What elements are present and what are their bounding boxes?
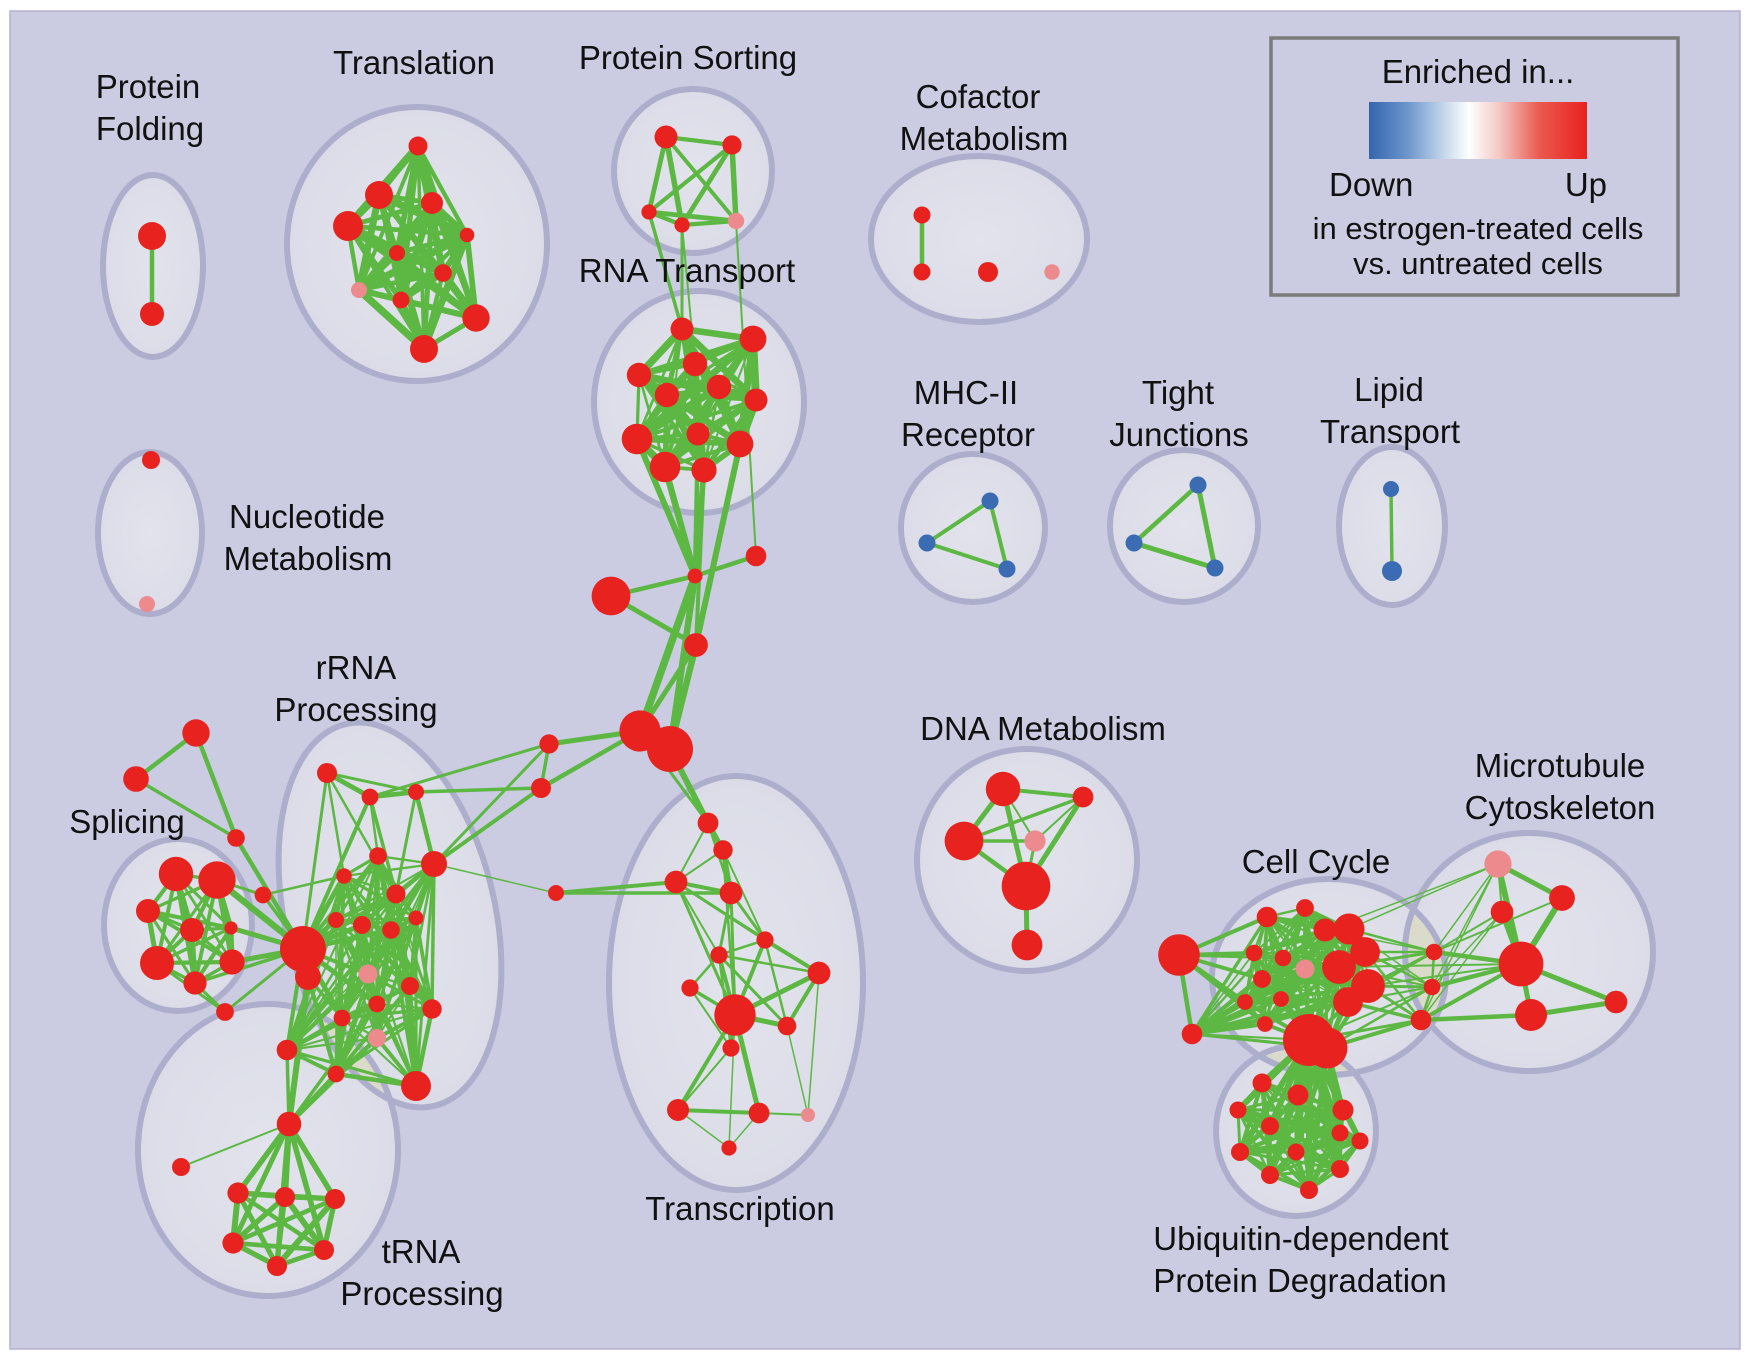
svg-text:Protein Degradation: Protein Degradation	[1153, 1262, 1447, 1299]
svg-text:tRNA: tRNA	[382, 1233, 461, 1270]
svg-text:Down: Down	[1329, 166, 1413, 203]
svg-text:Tight: Tight	[1142, 374, 1214, 411]
svg-text:Cell Cycle: Cell Cycle	[1242, 843, 1391, 880]
svg-text:Metabolism: Metabolism	[224, 540, 393, 577]
svg-text:Metabolism: Metabolism	[900, 120, 1069, 157]
svg-text:Junctions: Junctions	[1109, 416, 1248, 453]
svg-text:Receptor: Receptor	[901, 416, 1035, 453]
svg-text:Protein Sorting: Protein Sorting	[579, 39, 797, 76]
svg-text:Protein: Protein	[96, 68, 201, 105]
svg-text:MHC-II: MHC-II	[914, 374, 1018, 411]
svg-text:Transcription: Transcription	[645, 1190, 835, 1227]
svg-text:Up: Up	[1565, 166, 1607, 203]
svg-text:Ubiquitin-dependent: Ubiquitin-dependent	[1153, 1220, 1448, 1257]
svg-text:Translation: Translation	[333, 44, 495, 81]
svg-text:Processing: Processing	[274, 691, 437, 728]
svg-text:DNA Metabolism: DNA Metabolism	[920, 710, 1166, 747]
svg-text:rRNA: rRNA	[316, 649, 397, 686]
svg-text:Cytoskeleton: Cytoskeleton	[1465, 789, 1656, 826]
svg-text:Enriched in...: Enriched in...	[1382, 53, 1575, 90]
svg-text:Microtubule: Microtubule	[1475, 747, 1646, 784]
svg-text:Processing: Processing	[340, 1275, 503, 1312]
svg-text:vs. untreated cells: vs. untreated cells	[1353, 246, 1603, 281]
svg-text:Splicing: Splicing	[69, 803, 185, 840]
svg-text:Folding: Folding	[96, 110, 204, 147]
svg-text:Lipid: Lipid	[1354, 371, 1424, 408]
svg-text:in estrogen-treated cells: in estrogen-treated cells	[1313, 211, 1644, 246]
svg-text:Transport: Transport	[1320, 413, 1460, 450]
svg-text:RNA Transport: RNA Transport	[579, 252, 795, 289]
svg-text:Nucleotide: Nucleotide	[229, 498, 385, 535]
svg-text:Cofactor: Cofactor	[916, 78, 1041, 115]
